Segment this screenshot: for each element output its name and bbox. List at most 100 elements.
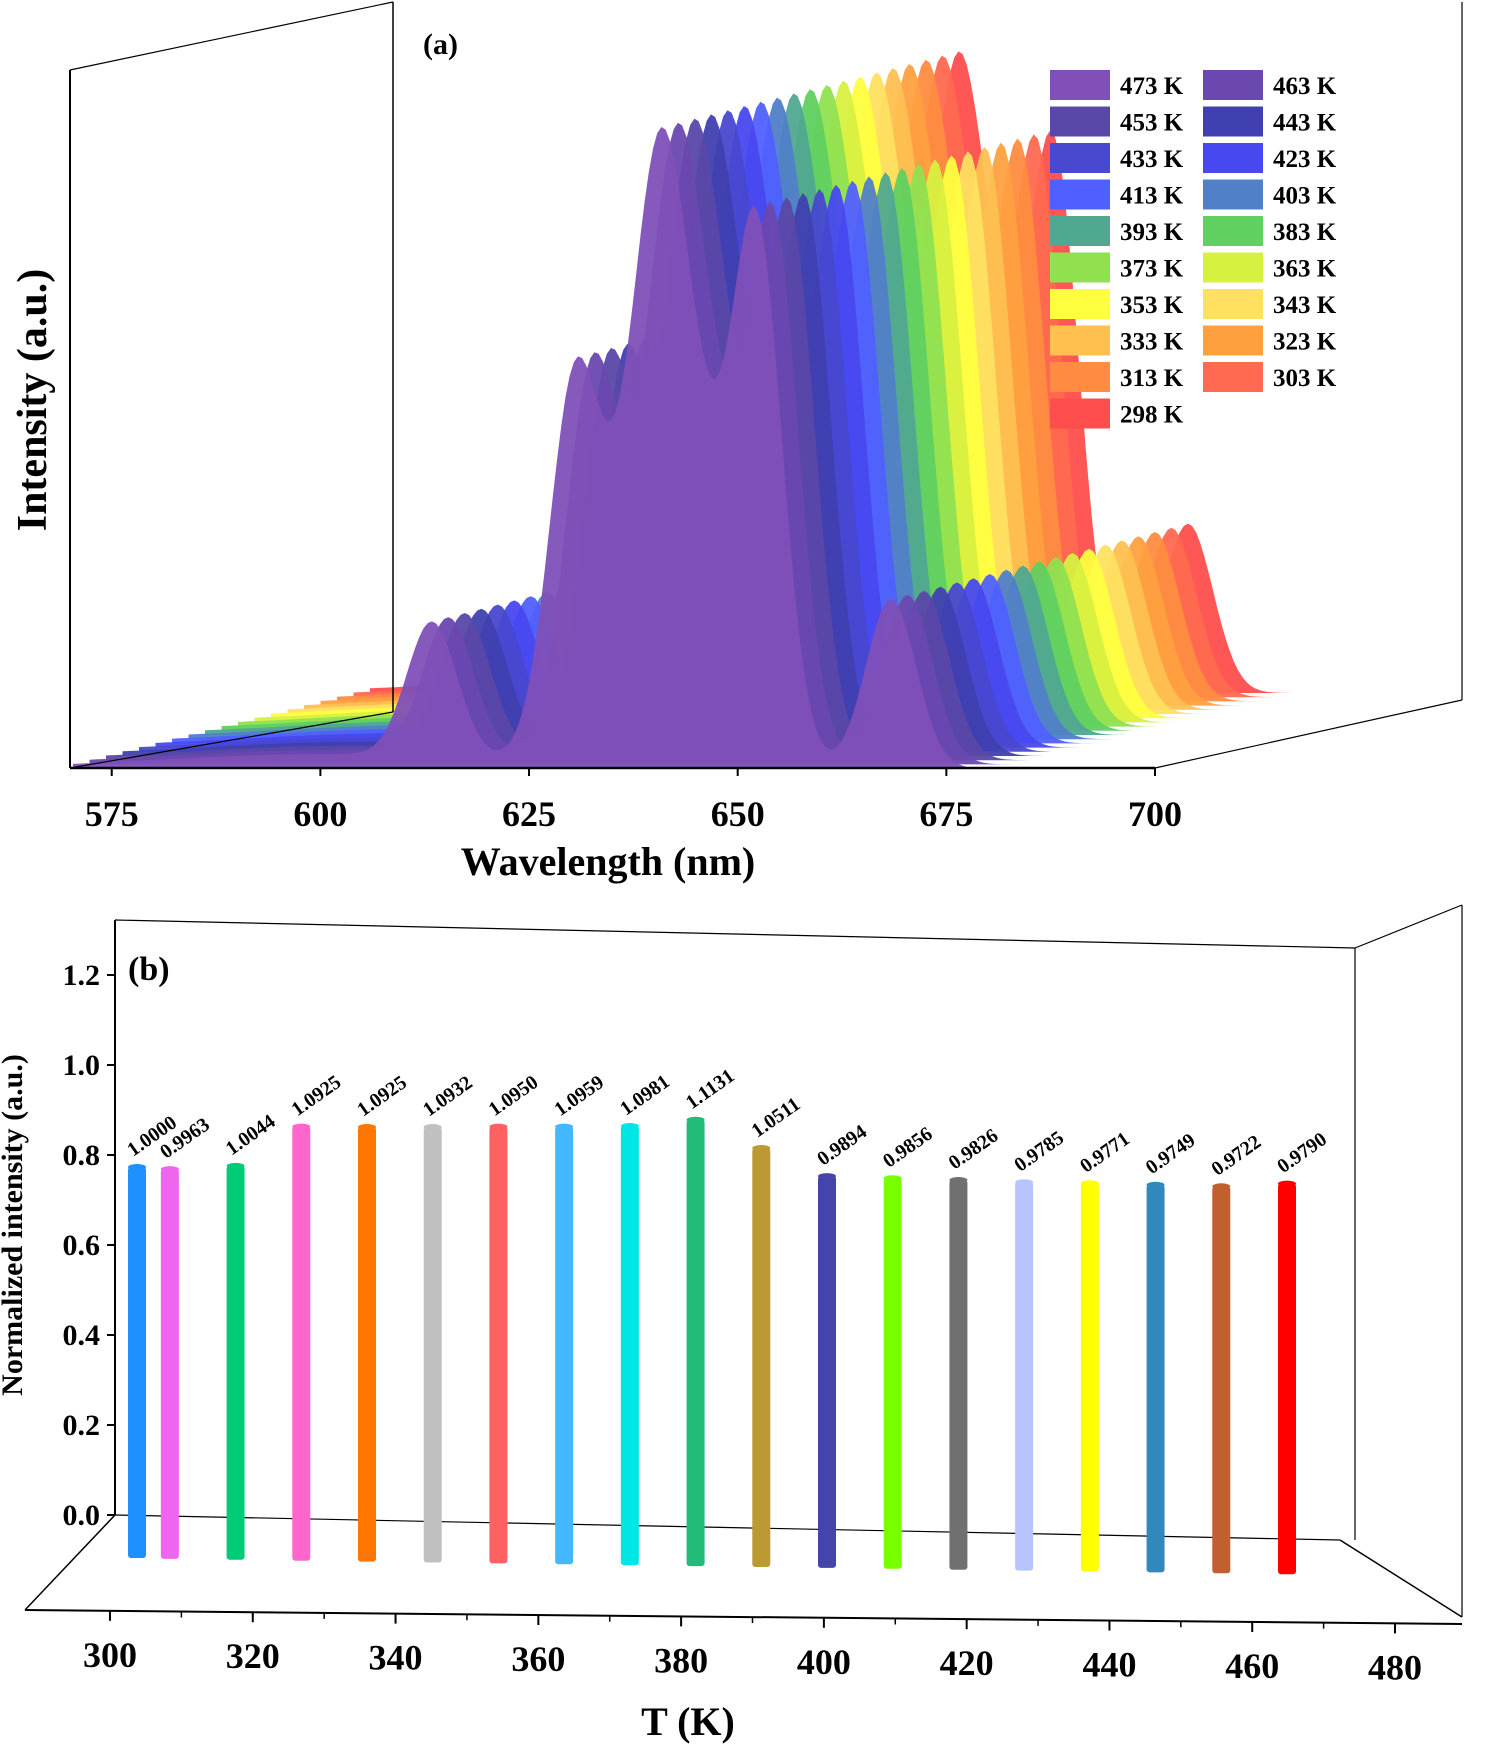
bar-cap — [358, 1123, 376, 1130]
b-x-tick-label: 300 — [83, 1635, 137, 1675]
b-floor-right — [1339, 1539, 1463, 1618]
bar-cap — [620, 1123, 639, 1130]
b-panel-label: (b) — [128, 951, 170, 988]
bar-data-label: 1.0932 — [419, 1072, 477, 1122]
bar-463k — [1212, 1186, 1231, 1574]
bar-413k — [883, 1178, 902, 1569]
bar-data-label: 1.0959 — [550, 1071, 608, 1121]
legend-label: 333 K — [1120, 329, 1184, 356]
bar-cap — [489, 1123, 508, 1130]
bar-cap — [1080, 1180, 1099, 1187]
bar-data-label: 0.9894 — [813, 1121, 871, 1171]
bar-cap — [1146, 1181, 1165, 1188]
bar-data-label: 1.0925 — [353, 1072, 411, 1122]
b-x-tick-label: 320 — [226, 1636, 280, 1676]
bar-data-label: 0.9749 — [1142, 1129, 1200, 1179]
bar-cap — [686, 1116, 705, 1123]
bar-cap — [423, 1124, 442, 1131]
legend-label: 423 K — [1273, 146, 1337, 173]
a-y-axis-label: Intensity (a.u.) — [10, 269, 56, 532]
legend-swatch — [1203, 179, 1263, 210]
legend-swatch — [1203, 143, 1263, 173]
legend-label: 353 K — [1120, 292, 1184, 319]
bar-cap — [1278, 1180, 1296, 1187]
legend-label: 383 K — [1273, 219, 1337, 246]
b-floor-left — [24, 1514, 116, 1611]
legend-label: 433 K — [1120, 146, 1184, 173]
bar-443k — [1080, 1183, 1099, 1572]
legend-swatch — [1050, 70, 1110, 100]
legend-swatch — [1050, 398, 1110, 429]
a-x-ticks: 575 600 625 650 675 700 — [85, 768, 1182, 834]
b-y-tick-label: 0.8 — [63, 1139, 101, 1172]
legend-label: 403 K — [1273, 183, 1337, 210]
b-x-tick-label: 340 — [369, 1638, 423, 1678]
legend-swatch — [1050, 143, 1110, 173]
legend-swatch — [1203, 216, 1263, 246]
legend-swatch — [1203, 289, 1263, 319]
a-floor-right-edge — [1154, 699, 1463, 769]
legend-swatch — [1050, 179, 1110, 210]
legend-label: 443 K — [1273, 110, 1337, 137]
a-x-tick-label: 600 — [293, 794, 347, 834]
b-x-tick-label: 440 — [1082, 1645, 1136, 1685]
bar-cap — [1212, 1183, 1231, 1190]
a-x-tick-label: 625 — [502, 794, 556, 834]
b-x-tick-label: 360 — [511, 1639, 565, 1679]
bar-313k — [226, 1165, 245, 1560]
legend-swatch — [1050, 216, 1110, 246]
legend-label: 323 K — [1273, 329, 1337, 356]
b-x-tick-label: 400 — [797, 1642, 851, 1682]
bar-data-label: 1.0925 — [288, 1071, 346, 1121]
bar-303k — [160, 1169, 179, 1559]
legend-label: 373 K — [1120, 256, 1184, 283]
bar-cap — [818, 1173, 836, 1180]
legend-label: 343 K — [1273, 292, 1337, 319]
bar-473k — [1278, 1183, 1296, 1575]
spectrum-473k — [73, 127, 1491, 769]
b-x-tick-label: 380 — [654, 1640, 708, 1680]
spectrum-463k — [89, 122, 1491, 765]
legend-label: 363 K — [1273, 256, 1337, 283]
a-x-tick-label: 575 — [85, 794, 139, 834]
bar-393k — [752, 1148, 771, 1567]
legend-swatch — [1203, 362, 1263, 392]
legend-swatch — [1203, 106, 1263, 137]
bar-data-label: 1.0044 — [222, 1110, 280, 1160]
bar-423k — [949, 1180, 968, 1570]
bar-cap — [752, 1145, 771, 1152]
b-x-tick-label: 480 — [1368, 1647, 1422, 1687]
legend-swatch — [1203, 252, 1263, 283]
bar-data-label: 1.0511 — [748, 1093, 805, 1142]
legend-label: 298 K — [1120, 402, 1184, 429]
bar-333k — [358, 1126, 376, 1562]
panel-a: 575 600 625 650 675 700 (a) Wavelength (nm) I… — [10, 1, 1491, 884]
bar-433k — [1015, 1182, 1034, 1571]
b-y-tick-label: 0.0 — [63, 1499, 101, 1532]
bar-383k — [686, 1119, 705, 1567]
legend-label: 463 K — [1273, 73, 1337, 100]
b-y-axis-label: Normalized intensity (a.u.) — [0, 1054, 29, 1396]
bar-298k — [128, 1167, 146, 1558]
bar-data-label: 0.9771 — [1076, 1128, 1134, 1178]
bar-373k — [620, 1126, 639, 1566]
b-y-tick-label: 0.2 — [63, 1409, 101, 1442]
legend-swatch — [1050, 106, 1110, 137]
b-y-tick-label: 1.2 — [63, 959, 101, 992]
bar-cap — [555, 1123, 574, 1130]
b-y-tick-label: 0.6 — [63, 1229, 101, 1262]
bar-data-label: 0.9722 — [1208, 1131, 1266, 1181]
a-x-axis-label: Wavelength (nm) — [461, 839, 755, 884]
bar-cap — [949, 1177, 968, 1184]
legend-label: 413 K — [1120, 183, 1184, 210]
legend-swatch — [1050, 252, 1110, 283]
bar-403k — [818, 1176, 836, 1568]
b-floor-back — [114, 1514, 1341, 1541]
a-x-tick-label: 700 — [1128, 794, 1182, 834]
legend-swatch — [1050, 289, 1110, 319]
bar-cap — [160, 1166, 179, 1173]
a-legend: 473 K 463 K 453 K 443 K 433 K 423 K 413 K 403 K… — [1050, 70, 1337, 429]
legend-label: 313 K — [1120, 365, 1184, 392]
